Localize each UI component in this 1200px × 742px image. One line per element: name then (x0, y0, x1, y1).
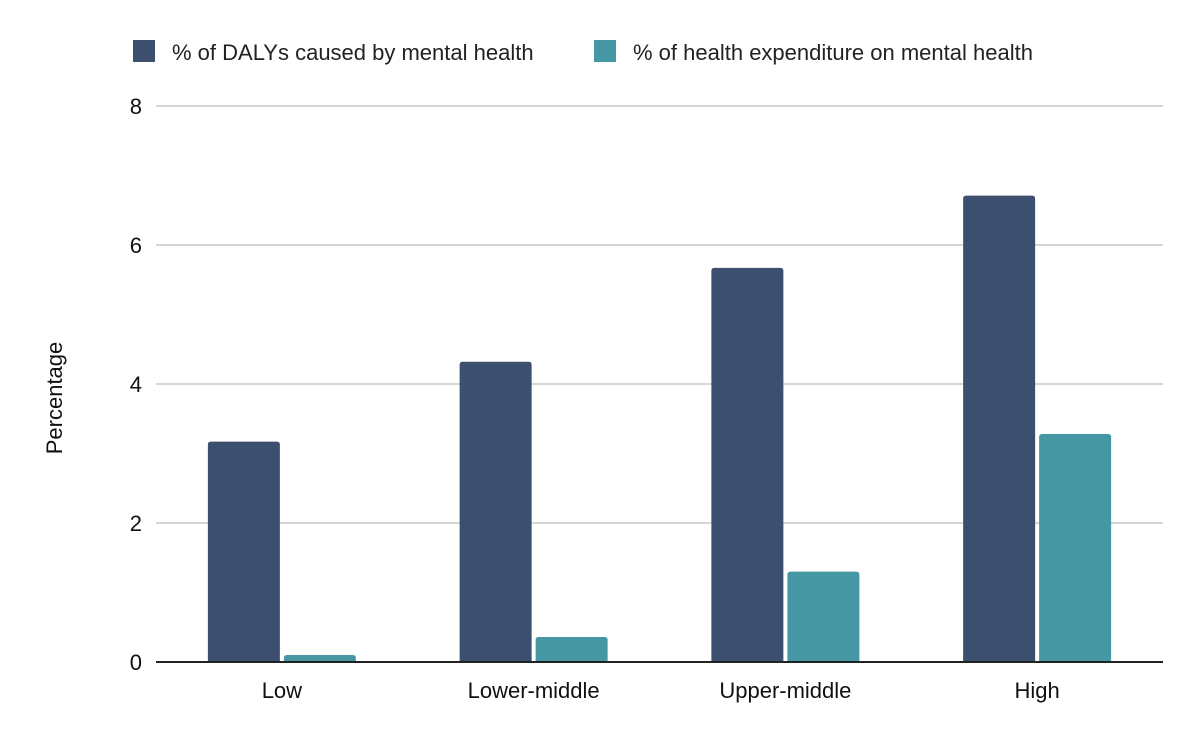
bar-series-2-lower-middle (535, 636, 608, 662)
legend: % of DALYs caused by mental health % of … (133, 40, 1033, 65)
bar-series-1-high (963, 195, 1036, 662)
legend-label-series-2: % of health expenditure on mental health (633, 40, 1033, 65)
y-tick-label: 6 (130, 233, 142, 258)
y-tick-label: 2 (130, 511, 142, 536)
bar-series-2-low (283, 655, 356, 662)
x-tick-label: Upper-middle (719, 678, 851, 703)
legend-swatch-series-1 (133, 40, 155, 62)
legend-label-series-1: % of DALYs caused by mental health (172, 40, 534, 65)
y-axis-title: Percentage (42, 342, 67, 455)
bar-series-2-upper-middle (787, 571, 860, 662)
bar-series-2-high (1039, 434, 1112, 662)
y-tick-label: 4 (130, 372, 142, 397)
x-axis-ticks: Low Lower-middle Upper-middle High (262, 678, 1060, 703)
bars (207, 195, 1112, 662)
y-tick-label: 8 (130, 94, 142, 119)
bar-series-1-lower-middle (459, 361, 532, 662)
y-tick-label: 0 (130, 650, 142, 675)
y-axis-ticks: 0 2 4 6 8 (130, 94, 142, 675)
x-tick-label: Lower-middle (468, 678, 600, 703)
legend-swatch-series-2 (594, 40, 616, 62)
x-tick-label: High (1015, 678, 1060, 703)
x-tick-label: Low (262, 678, 302, 703)
bar-series-1-low (207, 441, 280, 662)
bar-series-1-upper-middle (711, 267, 784, 662)
